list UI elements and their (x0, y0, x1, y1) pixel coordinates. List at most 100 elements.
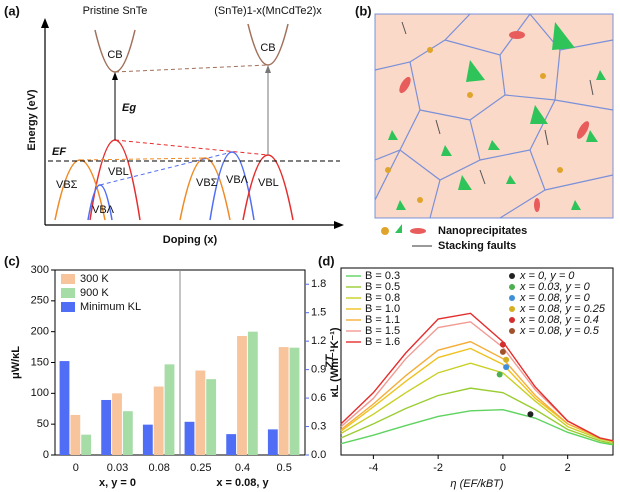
x-tick-label: 0.5 (277, 462, 292, 474)
dashed-link (99, 151, 233, 186)
y-tick-label: 50 (37, 418, 49, 430)
panel-d: (d) -4 -2 0 2 η (EF/kBT) ZT B = 0.3B = 0.5B = 0… (318, 253, 614, 490)
fermi-label: EF (52, 146, 66, 158)
x-axis-label: η (EF/kBT) (450, 478, 503, 490)
x-axis-label: Doping (x) (163, 234, 218, 246)
legend-swatch (61, 274, 75, 284)
panel-a: (a) Pristine SnTe (SnTe)1-x(MnCdTe2)x CB… (4, 3, 344, 246)
bar (122, 411, 133, 455)
vb-band (179, 157, 231, 221)
x-tick-label: 0.25 (190, 462, 211, 474)
arrow-head (112, 72, 118, 80)
legend-text: x = 0, y = 0 (519, 270, 575, 282)
legend-text: Stacking faults (438, 240, 516, 252)
legend-text: 900 K (80, 287, 109, 299)
y2-tick-label: 1.5 (311, 307, 326, 319)
y2-tick-label: 0.6 (311, 392, 326, 404)
stacking-faults (401, 21, 594, 185)
y2-tick-label: 0.3 (311, 420, 326, 432)
legend-swatch (61, 302, 75, 312)
x-tick-label: 0 (73, 462, 79, 474)
legend-text: B = 1.1 (365, 314, 400, 326)
y-tick-label: 250 (31, 295, 49, 307)
legend-point (509, 273, 515, 279)
legend-point (509, 317, 515, 323)
y-tick-label: 150 (31, 356, 49, 368)
y-axis-label: μW/κL (10, 346, 22, 379)
data-point (503, 356, 510, 363)
bar (142, 424, 153, 455)
arrow-head (265, 65, 271, 73)
zt-curve (340, 312, 614, 442)
bar (164, 364, 175, 455)
legend-text: B = 0.8 (365, 292, 400, 304)
legend-text: B = 1.5 (365, 325, 400, 337)
title: (SnTe)1-x(MnCdTe2)x (214, 5, 322, 17)
x-tick-label: 0.4 (235, 462, 250, 474)
legend-text: B = 0.3 (365, 270, 400, 282)
zt-curve (340, 347, 614, 442)
y-tick-label: 200 (31, 326, 49, 338)
bar (195, 370, 206, 455)
legend-triangle (395, 224, 402, 233)
legend-text: x = 0.08, y = 0.5 (519, 325, 600, 337)
x-tick-label: 0.03 (107, 462, 128, 474)
y-tick-label: 100 (31, 387, 49, 399)
dashed-link (114, 139, 269, 156)
legend-text: x = 0.03, y = 0 (519, 281, 591, 293)
band-label: VBL (258, 177, 279, 189)
band-label: VBΣ (56, 179, 78, 191)
data-point (503, 364, 510, 371)
triangles (388, 22, 606, 210)
y2-axis-label: κL (Wm⁻¹K⁻¹) (329, 327, 341, 397)
bar (247, 331, 258, 455)
panel-label: (d) (318, 253, 335, 268)
bar (278, 347, 289, 455)
legend-swatch (61, 288, 75, 298)
bar (59, 361, 70, 455)
zt-curve (340, 387, 614, 445)
vb-band (87, 184, 113, 221)
data-point (496, 371, 503, 378)
bar (267, 429, 278, 455)
legend-text: x = 0.08, y = 0.25 (519, 303, 606, 315)
y2-tick-label: 1.2 (311, 335, 326, 347)
legend-text: Nanoprecipitates (438, 225, 527, 237)
legend-point (509, 306, 515, 312)
zt-curve (340, 408, 614, 446)
band-label: VBΣ (196, 177, 218, 189)
bar (237, 335, 247, 455)
plot-frame (340, 267, 614, 456)
bar (101, 399, 112, 455)
y-tick-label: 0 (43, 449, 49, 461)
y2-tick-label: 0.9 (311, 364, 326, 376)
legend-point (509, 284, 515, 290)
panel-c: (c) 0 50 100 150 200 250 300 0.0 0.3 0.6 0.9 1.2 1.5 1… (4, 253, 341, 488)
grain-boundaries (374, 13, 614, 219)
bar (206, 379, 217, 455)
arrow-head (41, 18, 49, 28)
legend-text: B = 0.5 (365, 281, 400, 293)
x-tick-label: 0 (500, 462, 506, 474)
x-tick-label: 0.08 (148, 462, 169, 474)
panel-label: (b) (355, 3, 372, 18)
bar (81, 434, 92, 455)
zt-curve (340, 362, 614, 443)
bar (112, 393, 122, 455)
y2-tick-label: 1.8 (311, 278, 326, 290)
gap-label: Eg (122, 102, 136, 114)
bar (70, 414, 81, 455)
legend-point (509, 295, 515, 301)
dashed-link (79, 157, 206, 161)
data-point (527, 411, 534, 418)
legend-text: B = 1.6 (365, 336, 400, 348)
ellipses (399, 31, 590, 212)
dashed-link (114, 64, 269, 73)
zt-curve (340, 340, 614, 442)
y-tick-label: 300 (31, 264, 49, 276)
bar (184, 421, 195, 455)
data-point (499, 341, 506, 348)
band-label: VBΛ (92, 204, 115, 216)
band-label: VBΛ (226, 174, 249, 186)
